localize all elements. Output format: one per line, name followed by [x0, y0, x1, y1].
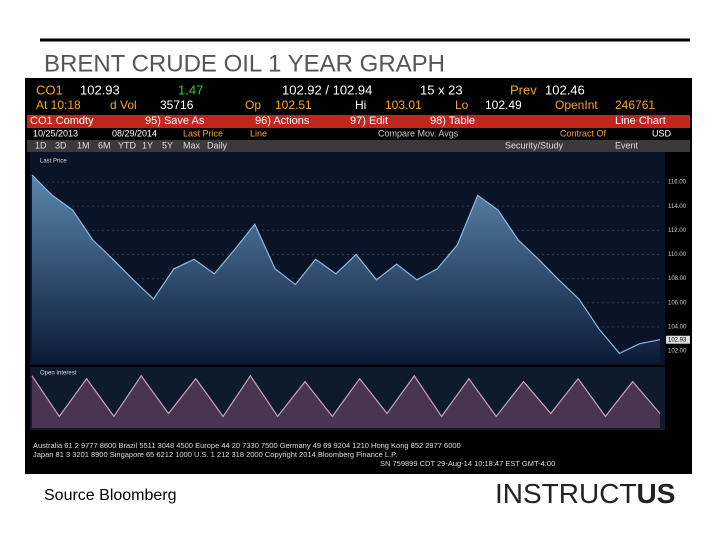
- y-tick-label: 112.00: [668, 228, 687, 234]
- terminal-text: 102.93: [80, 82, 120, 97]
- y-tick-label: 106.00: [668, 300, 687, 306]
- terminal-text: 102.49: [485, 98, 522, 112]
- slide-title: BRENT CRUDE OIL 1 YEAR GRAPH: [44, 50, 445, 77]
- logo-b: US: [637, 478, 676, 509]
- logo: INSTRUCTUS: [495, 478, 675, 509]
- terminal-text: 1M: [77, 140, 90, 150]
- terminal-text: OpenInt: [555, 98, 598, 112]
- terminal-text: CO1: [36, 82, 63, 97]
- footer-text: SN 759899 CDT 29-Aug-14 10:18:47 EST GMT…: [380, 459, 555, 468]
- terminal-text: Hi: [355, 98, 366, 112]
- terminal-text: 15 x 23: [420, 82, 463, 97]
- terminal-text: 98) Table: [430, 115, 475, 127]
- terminal-text: 6M: [98, 140, 111, 150]
- terminal-text: Op: [245, 98, 261, 112]
- terminal-text: 35716: [160, 98, 194, 112]
- terminal-text: 1Y: [142, 140, 153, 150]
- legend-entry: Open Interest: [40, 371, 77, 377]
- y-tick-label: 104.00: [668, 324, 687, 330]
- tab-bar: [27, 140, 690, 152]
- legend-entry: Last Price: [40, 159, 67, 165]
- last-box: [666, 335, 690, 344]
- terminal-text: USD: [652, 128, 672, 138]
- terminal-text: 95) Save As: [145, 115, 205, 127]
- terminal-text: Prev: [510, 82, 537, 97]
- terminal-text: Lo: [455, 98, 469, 112]
- terminal-text: 246761: [615, 98, 655, 112]
- y-tick-label: 116.00: [668, 180, 687, 186]
- terminal-text: 08/29/2014: [112, 128, 157, 138]
- terminal-text: 102.51: [275, 98, 312, 112]
- terminal-text: d Vol: [110, 98, 137, 112]
- terminal-text: Compare Mov. Avgs: [378, 128, 459, 138]
- terminal-text: YTD: [118, 140, 137, 150]
- terminal-text: 102.92 / 102.94: [282, 82, 372, 97]
- terminal-text: 5Y: [162, 140, 173, 150]
- terminal-text: CO1 Comdty: [30, 115, 94, 127]
- last-label: 102.93: [668, 337, 687, 343]
- terminal-text: 103.01: [385, 98, 422, 112]
- terminal-text: Line: [250, 128, 267, 138]
- terminal-text: Contract Of: [560, 128, 607, 138]
- terminal-text: At 10:18: [36, 98, 81, 112]
- y-tick-label: 102.00: [668, 349, 687, 355]
- y-tick-label: 114.00: [668, 204, 687, 210]
- terminal-text: 1.47: [178, 82, 203, 97]
- terminal-text: Security/Study: [505, 140, 564, 150]
- area: [32, 375, 660, 428]
- terminal-text: 1D: [35, 140, 47, 150]
- footer-text: Australia 61 2 9777 8600 Brazil 5511 304…: [33, 441, 461, 450]
- terminal-text: 102.46: [545, 82, 585, 97]
- terminal-text: 10/25/2013: [33, 128, 78, 138]
- terminal-text: 96) Actions: [255, 115, 310, 127]
- menu-bar: [27, 115, 690, 128]
- terminal-text: Line Chart: [615, 115, 666, 127]
- terminal-text: 97) Edit: [350, 115, 388, 127]
- y-tick-label: 110.00: [668, 252, 687, 258]
- terminal-text: Last Price: [183, 128, 223, 138]
- logo-a: INSTRUCT: [495, 478, 637, 509]
- footer-text: Japan 81 3 3201 8900 Singapore 65 6212 1…: [33, 450, 397, 459]
- terminal-text: 3D: [55, 140, 67, 150]
- terminal-text: Max: [183, 140, 201, 150]
- source: Source Bloomberg: [44, 487, 177, 504]
- line: [31, 374, 661, 418]
- terminal-text: Event: [615, 140, 639, 150]
- terminal-text: Daily: [207, 140, 228, 150]
- y-tick-label: 108.00: [668, 276, 687, 282]
- area: [32, 174, 660, 363]
- line: [31, 174, 661, 355]
